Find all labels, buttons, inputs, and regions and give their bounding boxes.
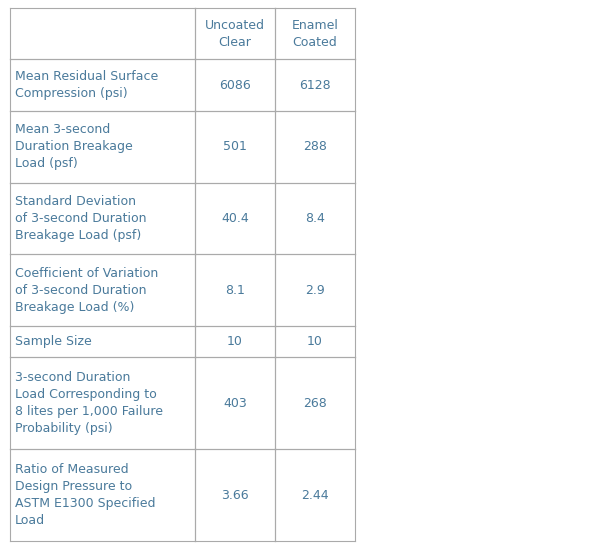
Text: Ratio of Measured
Design Pressure to
ASTM E1300 Specified
Load: Ratio of Measured Design Pressure to AST…	[15, 463, 155, 527]
Text: Standard Deviation
of 3-second Duration
Breakage Load (psf): Standard Deviation of 3-second Duration …	[15, 195, 146, 242]
Text: 8.4: 8.4	[305, 212, 325, 225]
Text: Coefficient of Variation
of 3-second Duration
Breakage Load (%): Coefficient of Variation of 3-second Dur…	[15, 267, 158, 314]
Text: 40.4: 40.4	[221, 212, 249, 225]
Text: 6086: 6086	[219, 79, 251, 92]
Text: Uncoated
Clear: Uncoated Clear	[205, 19, 265, 49]
Text: 403: 403	[223, 397, 247, 410]
Text: Mean Residual Surface
Compression (psi): Mean Residual Surface Compression (psi)	[15, 70, 158, 100]
Text: 8.1: 8.1	[225, 284, 245, 296]
Text: Enamel
Coated: Enamel Coated	[292, 19, 338, 49]
Text: 2.9: 2.9	[305, 284, 325, 296]
Text: 501: 501	[223, 140, 247, 153]
Text: 10: 10	[227, 335, 243, 348]
Text: 3.66: 3.66	[221, 489, 249, 502]
Text: 10: 10	[307, 335, 323, 348]
Text: 268: 268	[303, 397, 327, 410]
Text: 6128: 6128	[299, 79, 331, 92]
Text: 288: 288	[303, 140, 327, 153]
Text: 3-second Duration
Load Corresponding to
8 lites per 1,000 Failure
Probability (p: 3-second Duration Load Corresponding to …	[15, 371, 163, 435]
Text: 2.44: 2.44	[301, 489, 329, 502]
Text: Mean 3-second
Duration Breakage
Load (psf): Mean 3-second Duration Breakage Load (ps…	[15, 123, 133, 170]
Text: Sample Size: Sample Size	[15, 335, 92, 348]
